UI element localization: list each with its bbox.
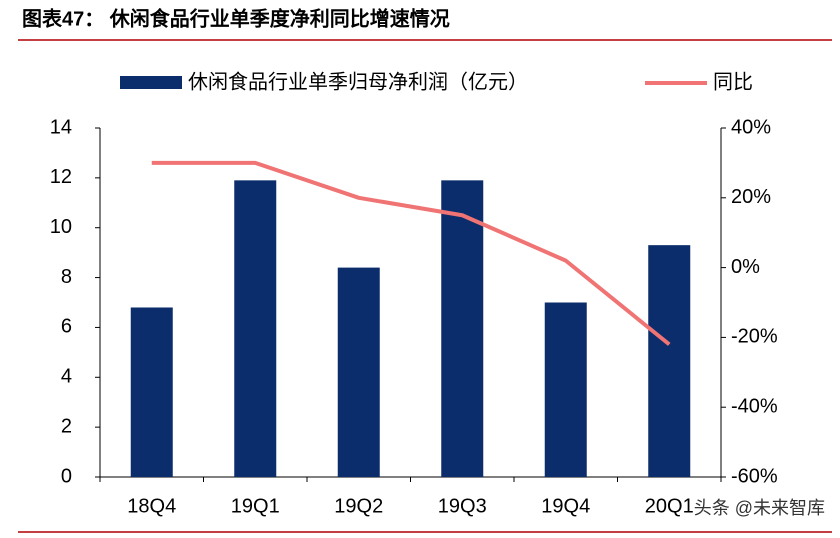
legend-label: 同比 <box>713 70 753 93</box>
y2-tick-label: -60% <box>731 465 778 487</box>
legend-label: 休闲食品行业单季归母净利润（亿元） <box>188 70 528 93</box>
y2-tick-label: 0% <box>731 256 760 278</box>
x-tick-label: 18Q4 <box>127 495 176 517</box>
x-tick-label: 19Q1 <box>231 495 280 517</box>
y-tick-label: 2 <box>61 415 72 437</box>
y2-tick-label: -40% <box>731 395 778 417</box>
bar <box>544 302 587 477</box>
x-tick-label: 19Q4 <box>541 495 590 517</box>
y2-tick-label: 20% <box>731 186 771 208</box>
bar <box>441 180 484 477</box>
bar <box>648 245 691 477</box>
watermark: 头条 @未来智库 <box>694 498 825 518</box>
y-tick-label: 14 <box>50 116 72 138</box>
y-tick-label: 10 <box>50 216 72 238</box>
y2-tick-label: -20% <box>731 326 778 348</box>
x-tick-label: 20Q1 <box>645 495 694 517</box>
y2-tick-label: 40% <box>731 116 771 138</box>
y-tick-label: 8 <box>61 266 72 288</box>
bar <box>337 267 380 477</box>
y-tick-label: 0 <box>61 465 72 487</box>
bar <box>130 307 173 477</box>
y-tick-label: 4 <box>61 366 72 388</box>
x-tick-label: 19Q2 <box>334 495 383 517</box>
y-tick-label: 6 <box>61 316 72 338</box>
bar <box>234 180 277 477</box>
legend-swatch <box>120 76 182 89</box>
chart-title: 图表47： 休闲食品行业单季度净利同比增速情况 <box>22 6 450 30</box>
line <box>151 160 671 346</box>
y-tick-label: 12 <box>50 166 72 188</box>
x-tick-label: 19Q3 <box>438 495 487 517</box>
